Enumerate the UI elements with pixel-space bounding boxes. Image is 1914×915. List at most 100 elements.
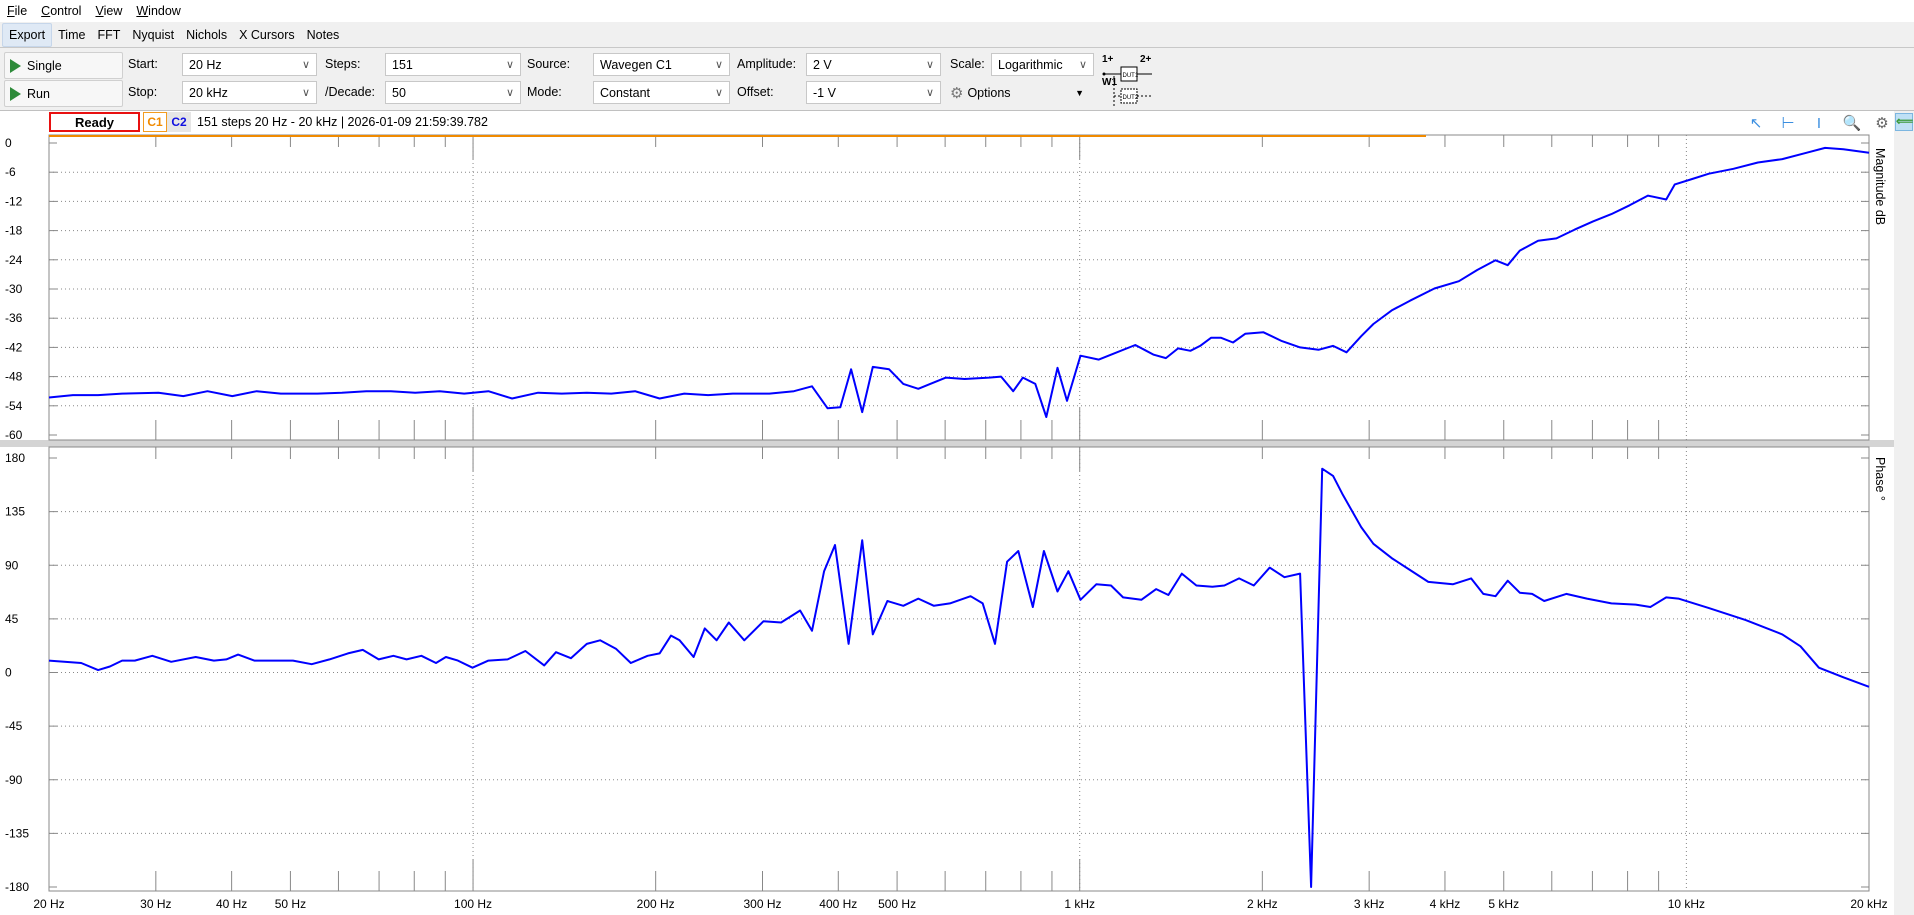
mode-select[interactable]: Constant ∨ [593,81,730,104]
chevron-down-icon: ∨ [925,59,934,71]
magnitude-series-line [48,146,1870,418]
menu-window[interactable]: Window [136,4,181,18]
dut-out-label: 2+ [1140,54,1152,65]
y-tick-label: -18 [5,224,23,238]
x-tick-label: 100 Hz [454,897,492,911]
y-tick-label: -36 [5,311,23,325]
x-tick-label: 4 kHz [1430,897,1461,911]
run-label: Run [27,86,50,101]
y-tick-label: -24 [5,253,23,267]
tab-x-cursors[interactable]: X Cursors [239,27,295,42]
menu-file[interactable]: File [7,4,28,18]
panel-splitter [0,440,1894,447]
dut1-label: DUT1 [1123,73,1139,79]
y-tick-label: -48 [5,370,23,384]
phase-plot-area [48,446,1870,892]
steps-label: Steps: [325,57,361,71]
steps-value: 151 [392,58,413,72]
scale-value: Logarithmic [998,58,1063,72]
y-tick-label: -45 [5,719,23,733]
y-tick-label: -12 [5,194,23,208]
status-badge: Ready [49,112,140,132]
options-dropdown[interactable]: ⚙ Options ▼ [950,81,1086,104]
options-label: Options [967,85,1011,100]
single-label: Single [27,58,62,73]
chevron-down-icon: ∨ [1078,59,1087,71]
y-tick-label: 45 [5,612,19,626]
offset-select[interactable]: -1 V ∨ [806,81,941,104]
control-panel: Single Run Start: 20 Hz ∨ Stop: 20 kHz ∨ S… [0,48,1914,111]
cursor-select-icon[interactable]: ↖ [1749,115,1763,132]
single-button[interactable]: Single [4,52,123,79]
source-value: Wavegen C1 [600,58,672,72]
scale-label: Scale: [950,57,985,71]
y-tick-label: -180 [5,880,29,894]
source-select[interactable]: Wavegen C1 ∨ [593,53,730,76]
x-tick-label: 400 Hz [819,897,857,911]
channel-c2-toggle[interactable]: C2 [167,112,191,132]
x-tick-label: 5 kHz [1488,897,1519,911]
settings-gear-icon[interactable]: ⚙ [1875,115,1889,132]
x-tick-label: 3 kHz [1354,897,1385,911]
tab-fft[interactable]: FFT [97,27,121,42]
menu-control[interactable]: Control [41,4,82,18]
start-select[interactable]: 20 Hz ∨ [182,53,317,76]
horizontal-measure-icon[interactable]: ⊢ [1781,115,1795,132]
chevron-down-icon: ∨ [714,59,723,71]
tab-nyquist[interactable]: Nyquist [132,27,175,42]
export-button[interactable]: Export [2,22,53,47]
offset-value: -1 V [813,86,836,100]
source-label: Source: [527,57,571,71]
start-label: Start: [128,57,158,71]
collapse-panel-button[interactable]: ⟸ [1895,113,1913,131]
menu-bar: File Control View Window [0,0,1914,22]
dropdown-arrow-icon: ▼ [1075,87,1084,98]
amplitude-select[interactable]: 2 V ∨ [806,53,941,76]
chevron-down-icon: ∨ [505,87,514,99]
tab-notes[interactable]: Notes [306,27,340,42]
acquisition-info: 151 steps 20 Hz - 20 kHz | 2026-01-09 21… [197,115,488,129]
x-tick-label: 50 Hz [275,897,306,911]
decade-label: /Decade: [325,85,376,99]
stop-select[interactable]: 20 kHz ∨ [182,81,317,104]
x-tick-label: 20 Hz [33,897,64,911]
chevron-down-icon: ∨ [301,87,310,99]
x-tick-label: 2 kHz [1247,897,1278,911]
y-tick-label: -90 [5,773,23,787]
offset-label: Offset: [737,85,774,99]
toolbar-tabs: Export Time FFT Nyquist Nichols X Cursor… [0,22,1914,48]
x-tick-label: 20 kHz [1850,897,1887,911]
scale-select[interactable]: Logarithmic ∨ [991,53,1094,76]
y-tick-label: 0 [5,136,12,150]
phase-axis-label: Phase ° [1873,457,1887,501]
side-panel-strip: ⟸ [1894,111,1914,915]
stop-value: 20 kHz [189,86,228,100]
amplitude-label: Amplitude: [737,57,797,71]
steps-select[interactable]: 151 ∨ [385,53,521,76]
tab-nichols[interactable]: Nichols [186,27,228,42]
x-tick-label: 40 Hz [216,897,247,911]
run-button[interactable]: Run [4,80,123,107]
x-tick-label: 500 Hz [878,897,916,911]
decade-value: 50 [392,86,406,100]
y-tick-label: 0 [5,666,12,680]
x-tick-label: 300 Hz [743,897,781,911]
y-tick-label: -30 [5,282,23,296]
decade-select[interactable]: 50 ∨ [385,81,521,104]
dut2-label: DUT2 [1123,95,1139,101]
y-tick-label: 180 [5,451,25,465]
status-bar: Ready C1 C2 151 steps 20 Hz - 20 kHz | 2… [0,111,1914,134]
channel-c1-toggle[interactable]: C1 [143,112,167,132]
y-tick-label: -54 [5,399,23,413]
chevron-down-icon: ∨ [925,87,934,99]
mode-label: Mode: [527,85,562,99]
menu-view[interactable]: View [95,4,123,18]
x-tick-label: 30 Hz [140,897,171,911]
tab-time[interactable]: Time [58,27,86,42]
zoom-icon[interactable]: 🔍 [1842,115,1862,132]
chevron-down-icon: ∨ [505,59,514,71]
y-tick-label: 90 [5,558,19,572]
vertical-measure-icon[interactable]: I [1816,115,1822,132]
dut-in-label: 1+ [1102,54,1114,65]
